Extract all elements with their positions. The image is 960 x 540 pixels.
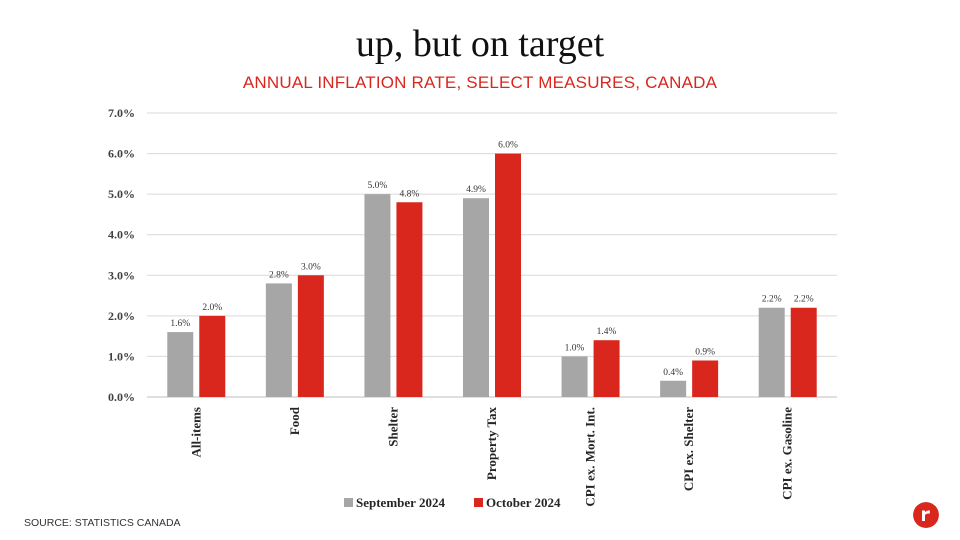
bar — [692, 360, 719, 397]
data-label: 0.4% — [663, 368, 683, 378]
source-note: SOURCE: STATISTICS CANADA — [24, 517, 181, 529]
bar — [167, 332, 194, 397]
legend: September 2024 October 2024 — [344, 495, 561, 510]
x-tick-label: CPI ex. Mort. Int. — [583, 407, 598, 507]
data-label: 0.9% — [695, 347, 715, 357]
x-tick-label: CPI ex. Gasoline — [780, 407, 795, 500]
bar — [495, 153, 521, 397]
x-tick-label: Shelter — [385, 407, 400, 447]
x-tick-label: Property Tax — [484, 407, 499, 481]
page-title: up, but on target — [355, 23, 605, 65]
data-label: 3.0% — [301, 262, 321, 272]
data-label: 2.8% — [269, 270, 289, 280]
y-tick-label: 6.0% — [108, 147, 135, 161]
data-label: 1.6% — [170, 319, 190, 329]
data-label: 2.2% — [794, 295, 814, 305]
bar — [199, 315, 226, 397]
legend-swatch — [474, 498, 483, 507]
bar — [265, 283, 292, 397]
x-axis-labels: All-items Food Shelter Property Tax CPI ex. … — [188, 406, 794, 506]
y-tick-label: 7.0% — [108, 106, 135, 120]
y-tick-label: 5.0% — [108, 187, 135, 201]
y-tick-label: 4.0% — [108, 228, 135, 242]
gridlines — [147, 112, 837, 398]
bars — [167, 153, 817, 397]
bar — [790, 307, 817, 397]
data-label: 2.0% — [202, 303, 222, 313]
bar — [396, 202, 423, 397]
x-tick-label: All-items — [188, 407, 203, 458]
y-tick-label: 0.0% — [108, 390, 135, 404]
x-tick-label: Food — [287, 406, 302, 435]
data-label: 4.8% — [400, 189, 420, 199]
bar — [660, 380, 687, 397]
bar — [364, 194, 391, 397]
data-label: 4.9% — [466, 185, 486, 195]
bar — [561, 356, 588, 397]
bar — [758, 307, 785, 397]
y-tick-label: 3.0% — [108, 268, 135, 282]
x-tick-label: CPI ex. Shelter — [681, 407, 696, 491]
brand-logo-icon — [913, 502, 939, 528]
data-label: 6.0% — [498, 141, 518, 151]
bar — [463, 198, 489, 397]
data-label: 1.0% — [565, 343, 585, 353]
legend-swatch — [344, 498, 353, 507]
legend-label: September 2024 — [356, 495, 445, 510]
data-label: 5.0% — [368, 181, 388, 191]
data-labels: 1.6% 2.0% 2.8% 3.0% 5.0% 4.8% 4.9% 6.0% 1.0% 1.4%… — [170, 141, 813, 378]
legend-label: October 2024 — [486, 495, 561, 510]
data-label: 1.4% — [597, 327, 617, 337]
chart-subtitle: ANNUAL INFLATION RATE, SELECT MEASURES, … — [242, 73, 718, 92]
y-tick-label: 2.0% — [108, 309, 135, 323]
bar — [593, 340, 620, 397]
bar — [297, 275, 324, 397]
y-axis: 0.0% 1.0% 2.0% 3.0% 4.0% 5.0% 6.0% 7.0% — [108, 106, 135, 404]
data-label: 2.2% — [762, 295, 782, 305]
y-tick-label: 1.0% — [108, 349, 135, 363]
